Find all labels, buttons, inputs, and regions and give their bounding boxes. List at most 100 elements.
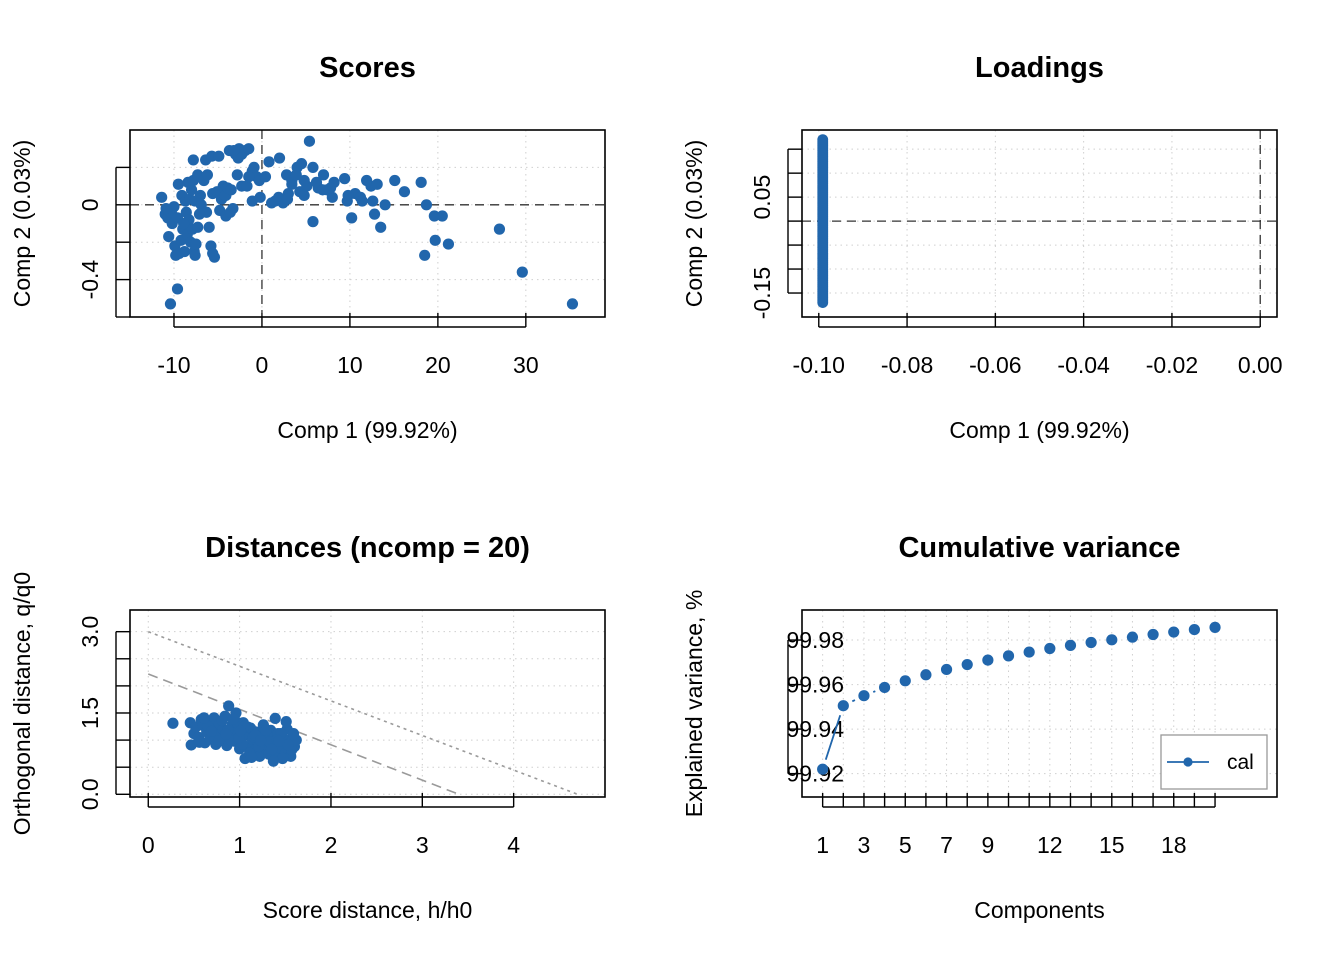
- plot-frame: [129, 609, 606, 798]
- data-point: [428, 210, 440, 222]
- data-point: [167, 717, 179, 729]
- data-point: [298, 189, 310, 202]
- data-point: [170, 249, 182, 261]
- series-cal: [817, 621, 1221, 775]
- data-point: [269, 195, 281, 207]
- data-point: [326, 191, 338, 203]
- scores-points: [156, 135, 579, 310]
- data-point: [429, 234, 441, 246]
- x-tick-label: 18: [1161, 832, 1187, 858]
- y-tick-label: 99.92: [786, 761, 844, 787]
- data-point: [307, 161, 319, 173]
- data-point: [367, 195, 379, 207]
- data-point: [1209, 621, 1221, 633]
- x-tick-label: 20: [425, 352, 451, 378]
- panel-title: Loadings: [975, 52, 1104, 84]
- data-point: [273, 735, 285, 747]
- data-point: [879, 681, 891, 694]
- data-point: [303, 135, 316, 147]
- x-tick-label: 30: [513, 352, 539, 378]
- data-point: [213, 150, 225, 162]
- data-point: [160, 202, 172, 215]
- data-point: [307, 216, 319, 228]
- data-point: [267, 755, 280, 767]
- data-point: [817, 763, 829, 775]
- data-point: [225, 184, 237, 196]
- data-point: [227, 713, 239, 725]
- data-point: [269, 712, 281, 725]
- y-tick-label: -0.15: [749, 267, 775, 319]
- data-point: [317, 169, 330, 181]
- data-point: [273, 152, 286, 164]
- x-tick-label: -0.04: [1057, 352, 1110, 378]
- data-point: [375, 221, 387, 233]
- distance-points: [167, 700, 302, 767]
- data-point: [193, 736, 206, 748]
- data-point: [228, 144, 240, 157]
- data-point: [346, 212, 358, 224]
- data-point: [817, 134, 829, 145]
- data-point: [310, 176, 323, 188]
- data-point: [254, 191, 266, 203]
- y-tick-label: 99.94: [786, 716, 844, 742]
- y-tick-label: 99.98: [786, 627, 844, 653]
- data-point: [280, 716, 292, 728]
- data-point: [398, 186, 411, 198]
- plot-frame: [129, 129, 606, 318]
- x-tick-label: 15: [1099, 832, 1125, 858]
- data-point: [248, 161, 260, 173]
- data-point: [1002, 650, 1015, 662]
- data-point: [282, 739, 294, 751]
- data-point: [201, 169, 214, 181]
- data-point: [254, 750, 266, 762]
- legend-label: cal: [1227, 751, 1254, 774]
- data-point: [190, 238, 202, 250]
- panel-title: Distances (ncomp = 20): [205, 532, 530, 564]
- data-point: [1168, 626, 1180, 638]
- data-point: [339, 173, 351, 185]
- data-point: [205, 725, 217, 738]
- data-point: [356, 195, 368, 207]
- data-point: [493, 223, 506, 235]
- data-point: [224, 206, 236, 218]
- data-point: [940, 663, 953, 676]
- panel-cumvar: 1 3 5 7 9 12 15 18 99.92 99.94 99.96 99.98 Cumulativ…: [681, 532, 1278, 923]
- data-point: [172, 178, 184, 190]
- series-line-segment: [824, 714, 842, 760]
- data-point: [415, 176, 427, 188]
- x-tick-label: 9: [981, 832, 994, 858]
- data-point: [245, 751, 258, 764]
- data-point: [208, 251, 221, 263]
- loadings-points: [817, 134, 829, 309]
- panel-distances: 0 1 2 3 4 0.0 1.5 3.0 Distances (ncomp = 20) Scor…: [9, 532, 606, 923]
- data-point: [1126, 631, 1139, 643]
- x-tick-label: -10: [157, 352, 190, 378]
- data-point: [276, 752, 289, 765]
- data-point: [220, 728, 232, 740]
- data-point: [420, 199, 433, 211]
- data-point: [1188, 623, 1200, 636]
- data-point: [193, 208, 206, 220]
- x-tick-label: 5: [899, 832, 912, 858]
- x-tick-label: -0.06: [969, 352, 1021, 378]
- x-tick-label: -0.08: [881, 352, 933, 378]
- x-axis-label: Comp 1 (99.92%): [949, 417, 1129, 443]
- x-tick-label: 12: [1037, 832, 1063, 858]
- data-point: [1147, 628, 1159, 641]
- x-tick-label: 3: [416, 832, 429, 858]
- data-point: [516, 266, 528, 278]
- data-point: [389, 174, 401, 187]
- data-point: [566, 298, 579, 310]
- legend: cal: [1160, 734, 1268, 790]
- data-point: [1064, 639, 1077, 651]
- data-point: [368, 208, 381, 220]
- series-line-segment: [872, 690, 876, 693]
- x-tick-label: 3: [858, 832, 871, 858]
- data-point: [241, 180, 253, 192]
- data-point: [1085, 636, 1097, 649]
- outlier-limit-line: [147, 673, 460, 796]
- panel-scores: -10 0 10 20 30 -0.4 0 Scores Comp 1 (99.92%) Comp…: [9, 52, 606, 443]
- x-tick-label: 0.00: [1238, 352, 1283, 378]
- data-point: [265, 743, 278, 755]
- data-point: [1023, 646, 1035, 658]
